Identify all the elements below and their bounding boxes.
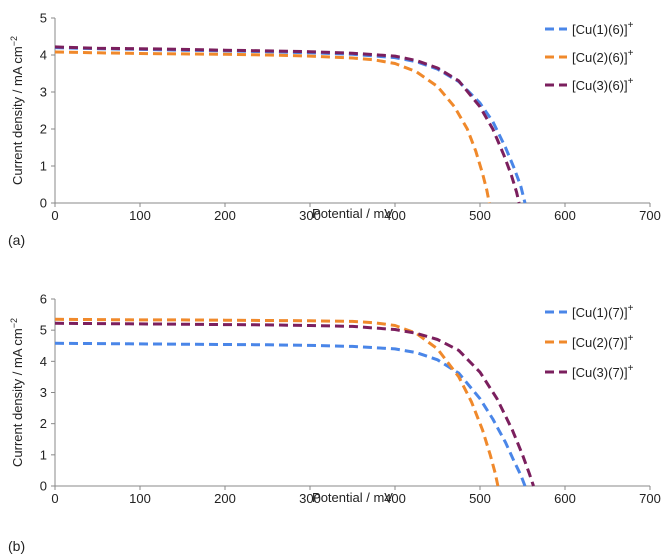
chart-panel-2: 0 100 200 300 400 500 600 700 0 1 2 3 4 5 6 Potential /… xyxy=(8,292,661,555)
legend-entry-3: [Cu(3)(6)]+ xyxy=(572,76,634,93)
panel-label: (a) xyxy=(8,232,25,248)
x-tick-label: 500 xyxy=(469,208,491,223)
x-tick-label: 600 xyxy=(554,208,576,223)
x-tick-label: 700 xyxy=(639,208,661,223)
y-axis-title: Current density / mA cm−2 xyxy=(9,318,25,467)
y-tick-label: 5 xyxy=(40,11,47,26)
y-tick-label: 0 xyxy=(40,479,47,494)
y-axis-title: Current density / mA cm−2 xyxy=(9,36,25,185)
x-tick-label: 100 xyxy=(129,208,151,223)
panel-label: (b) xyxy=(8,538,25,554)
y-tick-label: 6 xyxy=(40,292,47,307)
y-tick-label: 3 xyxy=(40,385,47,400)
x-tick-label: 400 xyxy=(384,208,406,223)
series-line-1 xyxy=(54,341,527,487)
x-tick-label: 200 xyxy=(214,491,236,506)
chart-panel-1: 0 100 200 300 400 500 600 700 0 1 2 3 4 5 Potential / … xyxy=(8,11,661,249)
series-line-2 xyxy=(54,317,500,487)
y-tick-label: 3 xyxy=(40,85,47,100)
legend-entry-1: [Cu(1)(6)]+ xyxy=(572,20,634,37)
y-tick-label: 0 xyxy=(40,196,47,211)
x-tick-label: 700 xyxy=(639,491,661,506)
y-tick-label: 4 xyxy=(40,48,47,63)
legend-entry-3: [Cu(3)(7)]+ xyxy=(572,363,634,380)
series-line-2 xyxy=(54,50,491,204)
y-tick-label: 1 xyxy=(40,159,47,174)
x-axis-title: Potential / mV xyxy=(312,206,393,221)
x-tick-label: 400 xyxy=(384,491,406,506)
y-tick-label: 4 xyxy=(40,354,47,369)
legend-entry-2: [Cu(2)(6)]+ xyxy=(572,48,634,65)
legend-entry-1: [Cu(1)(7)]+ xyxy=(572,303,634,320)
y-tick-label: 1 xyxy=(40,447,47,462)
y-tick-label: 2 xyxy=(40,416,47,431)
series-line-1 xyxy=(54,46,527,204)
x-tick-label: 0 xyxy=(51,491,58,506)
x-tick-label: 600 xyxy=(554,491,576,506)
series-line-3 xyxy=(54,321,535,487)
legend-entry-2: [Cu(2)(7)]+ xyxy=(572,333,634,350)
x-tick-label: 100 xyxy=(129,491,151,506)
x-tick-label: 200 xyxy=(214,208,236,223)
y-tick-label: 5 xyxy=(40,323,47,338)
x-tick-label: 500 xyxy=(469,491,491,506)
y-tick-label: 2 xyxy=(40,122,47,137)
series-line-3 xyxy=(54,45,521,204)
x-tick-label: 300 xyxy=(299,208,321,223)
x-tick-label: 300 xyxy=(299,491,321,506)
x-axis-title: Potential / mV xyxy=(312,490,393,505)
x-tick-label: 0 xyxy=(51,208,58,223)
legend: [Cu(1)(7)]+ [Cu(2)(7)]+ [Cu(3)(7)]+ xyxy=(545,303,634,380)
legend: [Cu(1)(6)]+ [Cu(2)(6)]+ [Cu(3)(6)]+ xyxy=(545,20,634,93)
